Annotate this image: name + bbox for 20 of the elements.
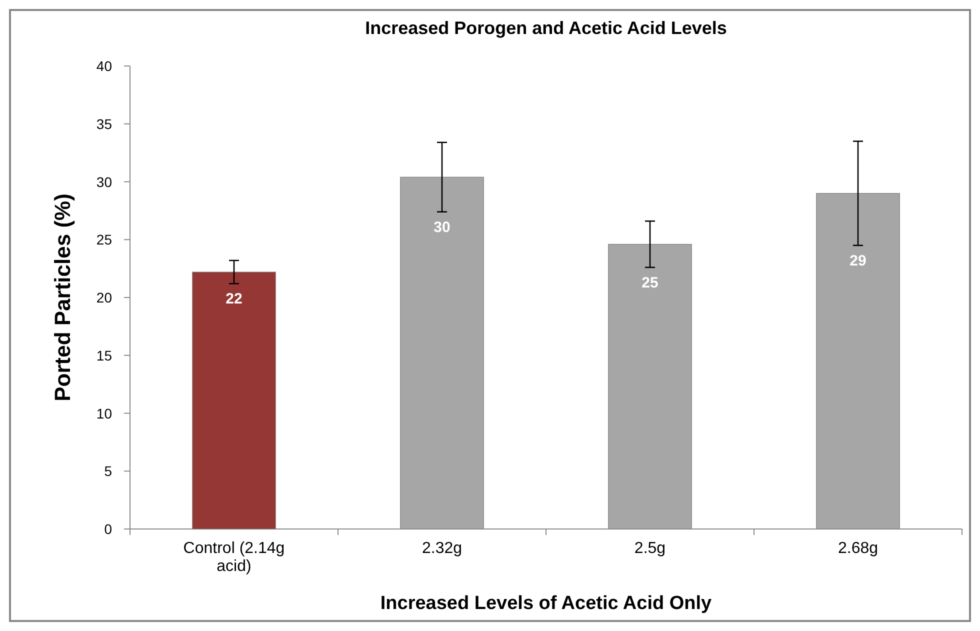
y-tick-label: 5 — [104, 463, 112, 480]
y-tick-label: 20 — [96, 290, 112, 306]
y-tick-label: 10 — [96, 405, 112, 422]
data-label: 22 — [226, 290, 242, 308]
x-axis-title: Increased Levels of Acetic Acid Only — [380, 593, 712, 614]
x-tick-label: 2.68g — [838, 540, 878, 557]
y-tick-label: 35 — [96, 116, 112, 132]
y-tick-label: 40 — [96, 58, 112, 74]
data-label: 29 — [850, 252, 866, 270]
y-tick-label: 30 — [96, 174, 112, 190]
x-tick-label: 2.5g — [634, 540, 666, 557]
x-tick-label: 2.32g — [422, 540, 462, 557]
y-tick-label: 25 — [96, 232, 112, 248]
y-axis-title: Ported Particles (%) — [50, 194, 75, 402]
chart-title: Increased Porogen and Acetic Acid Levels — [365, 18, 727, 38]
y-tick-label: 0 — [104, 521, 112, 537]
data-label: 25 — [642, 274, 658, 292]
x-tick-label: Control (2.14g acid) — [183, 540, 285, 575]
y-tick-label: 15 — [96, 347, 112, 364]
data-label: 30 — [434, 218, 450, 236]
